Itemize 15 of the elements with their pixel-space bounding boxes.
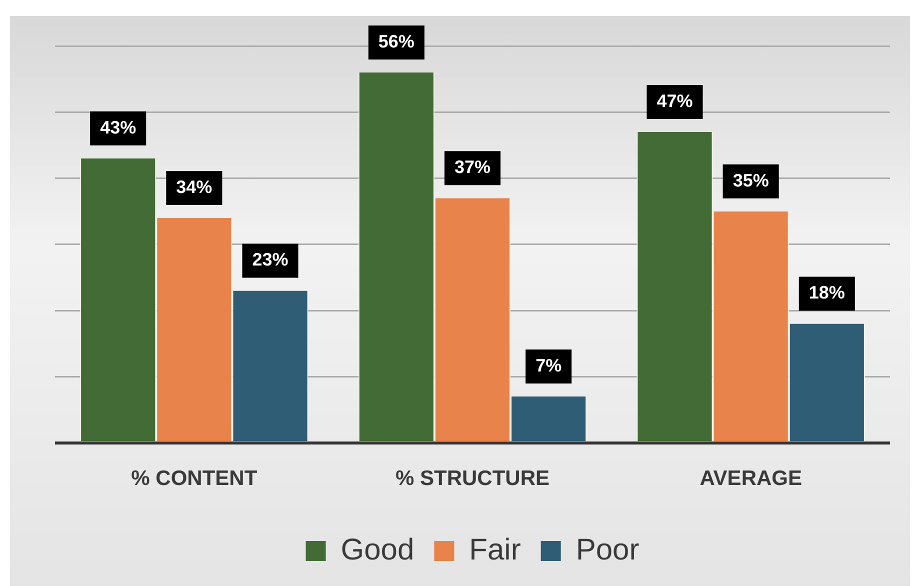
legend-label: Good [340,533,414,566]
data-label: 35% [732,170,769,190]
data-label: 37% [454,157,491,178]
data-label: 7% [536,355,562,376]
legend-label: Fair [469,533,521,566]
legend-label: Poor [576,533,640,566]
x-tick-label: % STRUCTURE [395,467,550,490]
data-label: 56% [378,31,414,52]
data-label: 47% [656,90,693,111]
x-tick-label: AVERAGE [700,467,802,490]
data-label: 23% [252,250,288,270]
data-label: 43% [100,117,136,138]
data-label: 18% [808,282,845,303]
x-tick-label: % CONTENT [131,467,258,490]
data-label: 34% [176,176,212,197]
